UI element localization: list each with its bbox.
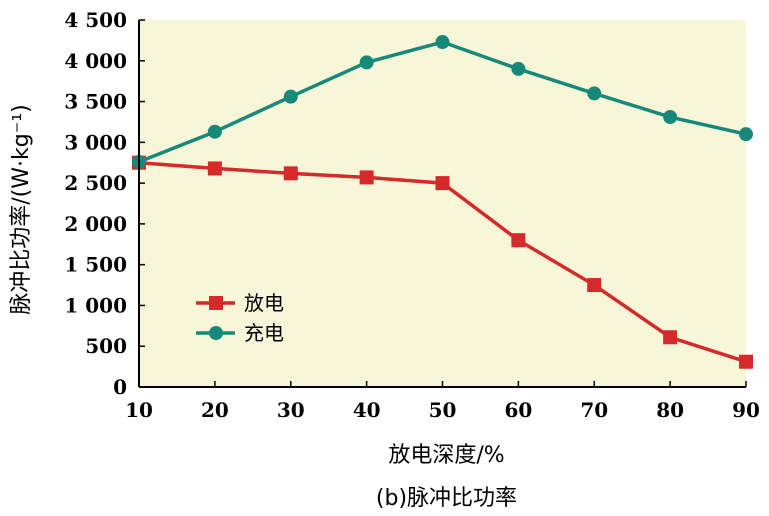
legend-label: 放电 xyxy=(244,291,284,315)
x-tick-label: 70 xyxy=(580,398,608,422)
x-tick-label: 10 xyxy=(125,398,153,422)
y-tick-label: 1 000 xyxy=(64,293,127,317)
data-point xyxy=(359,170,374,185)
y-tick-label: 2 000 xyxy=(64,212,127,236)
data-point xyxy=(511,233,526,248)
x-tick-label: 20 xyxy=(201,398,229,422)
data-point xyxy=(587,278,602,293)
legend-marker xyxy=(209,326,223,340)
legend-marker xyxy=(209,296,223,310)
legend-item: 充电 xyxy=(196,321,284,345)
data-point xyxy=(207,161,222,176)
data-point xyxy=(511,61,526,76)
data-point xyxy=(283,89,298,104)
data-point xyxy=(663,110,678,125)
legend-label: 充电 xyxy=(244,321,284,345)
data-point xyxy=(435,35,450,50)
y-axis-title: 脉冲比功率/(W·kg⁻¹) xyxy=(9,104,34,314)
series-charge xyxy=(132,35,753,169)
data-point xyxy=(587,86,602,101)
y-tick-label: 3 500 xyxy=(64,90,127,114)
x-tick-label: 80 xyxy=(656,398,684,422)
y-tick-label: 500 xyxy=(85,334,127,358)
data-point xyxy=(739,127,753,142)
y-tick-label: 4 000 xyxy=(64,49,127,73)
tick-label-layer: 0 500 1 000 1 500 2 000 2 500 3 000 3 500 4 000 4… xyxy=(64,8,760,422)
data-point xyxy=(207,124,222,139)
data-point xyxy=(739,354,753,369)
x-axis-title: 放电深度/% xyxy=(388,443,504,468)
legend-item: 放电 xyxy=(196,291,284,315)
y-tick-label: 2 500 xyxy=(64,171,127,195)
y-tick-label: 3 000 xyxy=(64,130,127,154)
x-tick-label: 30 xyxy=(277,398,305,422)
y-tick-label: 1 500 xyxy=(64,253,127,277)
data-point xyxy=(359,55,374,70)
figure-caption: (b)脉冲比功率 xyxy=(376,486,517,511)
plot-area xyxy=(139,20,746,387)
data-point xyxy=(435,176,450,191)
x-tick-label: 40 xyxy=(353,398,381,422)
series-layer xyxy=(132,35,753,369)
x-tick-label: 60 xyxy=(504,398,532,422)
y-tick-label: 0 xyxy=(113,375,127,399)
data-point xyxy=(283,166,298,181)
x-tick-label: 90 xyxy=(732,398,760,422)
data-point xyxy=(663,330,678,345)
axes-layer xyxy=(138,19,747,388)
x-tick-label: 50 xyxy=(429,398,457,422)
y-tick-label: 4 500 xyxy=(64,8,127,32)
